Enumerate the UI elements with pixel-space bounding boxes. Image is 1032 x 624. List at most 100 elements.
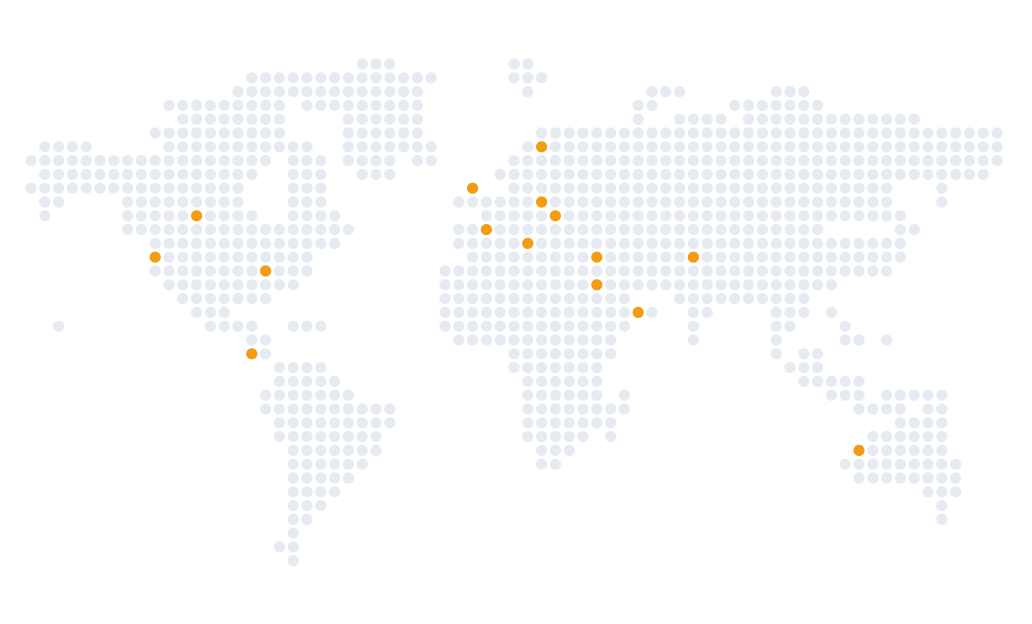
- location-marker[interactable]: [688, 252, 699, 263]
- land-dot: [150, 210, 161, 221]
- land-dot: [246, 321, 257, 332]
- land-dot: [633, 252, 644, 263]
- land-dot: [495, 252, 506, 263]
- location-marker[interactable]: [633, 307, 644, 318]
- land-dot: [605, 348, 616, 359]
- land-dot: [605, 169, 616, 180]
- location-marker[interactable]: [550, 210, 561, 221]
- land-dot: [550, 307, 561, 318]
- land-dot: [67, 141, 78, 152]
- land-dot: [812, 348, 823, 359]
- land-dot: [370, 127, 381, 138]
- land-dot: [522, 348, 533, 359]
- land-dot: [412, 72, 423, 83]
- land-dot: [550, 141, 561, 152]
- land-dot: [646, 100, 657, 111]
- land-dot: [219, 183, 230, 194]
- land-dot: [688, 210, 699, 221]
- land-dot: [660, 265, 671, 276]
- land-dot: [288, 183, 299, 194]
- land-dot: [909, 169, 920, 180]
- location-marker[interactable]: [591, 252, 602, 263]
- location-marker[interactable]: [260, 265, 271, 276]
- land-dot: [550, 265, 561, 276]
- land-dot: [591, 321, 602, 332]
- land-dot: [729, 100, 740, 111]
- land-dot: [936, 196, 947, 207]
- land-dot: [633, 183, 644, 194]
- location-marker[interactable]: [191, 210, 202, 221]
- land-dots: [25, 58, 1002, 566]
- land-dot: [564, 224, 575, 235]
- land-dot: [812, 210, 823, 221]
- location-marker[interactable]: [536, 196, 547, 207]
- land-dot: [453, 279, 464, 290]
- land-dot: [895, 238, 906, 249]
- land-dot: [288, 155, 299, 166]
- land-dot: [867, 210, 878, 221]
- land-dot: [702, 279, 713, 290]
- land-dot: [536, 431, 547, 442]
- land-dot: [536, 279, 547, 290]
- land-dot: [219, 293, 230, 304]
- location-marker[interactable]: [591, 279, 602, 290]
- land-dot: [329, 224, 340, 235]
- land-dot: [660, 127, 671, 138]
- land-dot: [522, 321, 533, 332]
- land-dot: [674, 196, 685, 207]
- land-dot: [357, 417, 368, 428]
- land-dot: [950, 155, 961, 166]
- land-dot: [633, 210, 644, 221]
- location-marker[interactable]: [522, 238, 533, 249]
- land-dot: [743, 238, 754, 249]
- land-dot: [301, 500, 312, 511]
- land-dot: [177, 238, 188, 249]
- land-dot: [729, 265, 740, 276]
- land-dot: [536, 210, 547, 221]
- land-dot: [881, 210, 892, 221]
- land-dot: [757, 238, 768, 249]
- land-dot: [301, 210, 312, 221]
- land-dot: [315, 417, 326, 428]
- land-dot: [660, 155, 671, 166]
- land-dot: [495, 265, 506, 276]
- land-dot: [150, 155, 161, 166]
- land-dot: [150, 238, 161, 249]
- land-dot: [315, 100, 326, 111]
- location-marker[interactable]: [467, 183, 478, 194]
- land-dot: [895, 459, 906, 470]
- land-dot: [784, 169, 795, 180]
- location-marker[interactable]: [246, 348, 257, 359]
- land-dot: [39, 155, 50, 166]
- land-dot: [315, 472, 326, 483]
- land-dot: [522, 390, 533, 401]
- land-dot: [688, 265, 699, 276]
- location-marker[interactable]: [536, 141, 547, 152]
- location-marker[interactable]: [481, 224, 492, 235]
- location-marker[interactable]: [150, 252, 161, 263]
- land-dot: [205, 307, 216, 318]
- land-dot: [881, 390, 892, 401]
- land-dot: [577, 224, 588, 235]
- land-dot: [991, 141, 1002, 152]
- land-dot: [205, 169, 216, 180]
- land-dot: [591, 127, 602, 138]
- land-dot: [219, 100, 230, 111]
- land-dot: [564, 210, 575, 221]
- land-dot: [370, 72, 381, 83]
- land-dot: [798, 100, 809, 111]
- land-dot: [798, 279, 809, 290]
- land-dot: [550, 252, 561, 263]
- land-dot: [232, 210, 243, 221]
- land-dot: [288, 514, 299, 525]
- land-dot: [812, 183, 823, 194]
- land-dot: [895, 127, 906, 138]
- location-marker[interactable]: [853, 445, 864, 456]
- land-dot: [577, 307, 588, 318]
- land-dot: [412, 114, 423, 125]
- land-dot: [633, 224, 644, 235]
- land-dot: [674, 238, 685, 249]
- land-dot: [453, 293, 464, 304]
- land-dot: [646, 127, 657, 138]
